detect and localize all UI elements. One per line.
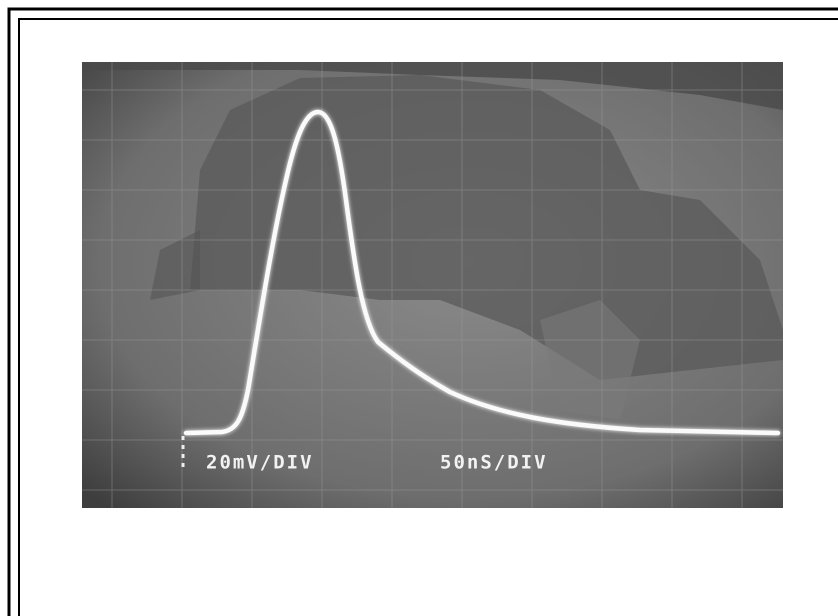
horizontal-scale: 50nS/DIV — [440, 452, 548, 474]
vertical-scale: 20mV/DIV — [206, 452, 314, 474]
figure: 20mV/DIV 50nS/DIV — [0, 0, 838, 616]
page: 20mV/DIV 50nS/DIV (() => { const data = … — [0, 0, 838, 616]
oscilloscope-screen — [82, 62, 783, 508]
